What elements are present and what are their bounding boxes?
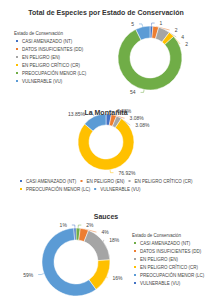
svg-text:13.85%: 13.85% <box>68 111 86 117</box>
svg-text:PREOCUPACIÓN MENOR (LC): PREOCUPACIÓN MENOR (LC) <box>140 272 205 278</box>
svg-text:Sauces: Sauces <box>94 213 119 220</box>
svg-text:2: 2 <box>175 27 178 33</box>
svg-text:DATOS INSUFICIENTES (DD): DATOS INSUFICIENTES (DD) <box>140 249 202 254</box>
svg-text:1: 1 <box>160 20 163 26</box>
svg-text:DATOS INSUFICIENTES (DD): DATOS INSUFICIENTES (DD) <box>22 47 84 52</box>
svg-text:EN PELIGRO CRÍTICO (CR): EN PELIGRO CRÍTICO (CR) <box>140 264 199 270</box>
svg-text:CASI AMENAZADO (NT): CASI AMENAZADO (NT) <box>22 39 73 44</box>
svg-text:4: 4 <box>181 34 184 40</box>
svg-text:Estado de Conservación: Estado de Conservación <box>14 31 64 36</box>
svg-text:Total de Especies por Estado d: Total de Especies por Estado de Conserva… <box>28 9 183 17</box>
svg-text:4%: 4% <box>101 229 109 235</box>
svg-text:2: 2 <box>185 41 188 47</box>
svg-text:VULNERABLE (VU): VULNERABLE (VU) <box>100 187 141 192</box>
svg-text:VULNERABLE (VU): VULNERABLE (VU) <box>140 281 181 286</box>
svg-text:5: 5 <box>131 21 134 27</box>
svg-text:59%: 59% <box>23 272 34 278</box>
svg-text:1%: 1% <box>60 222 68 228</box>
svg-text:PREOCUPACIÓN MENOR (LC): PREOCUPACIÓN MENOR (LC) <box>26 186 91 192</box>
svg-text:76.92%: 76.92% <box>118 170 136 176</box>
svg-text:Estado de Conservación: Estado de Conservación <box>132 233 182 238</box>
svg-text:EN PELIGRO (EN): EN PELIGRO (EN) <box>140 257 179 262</box>
svg-text:3.08%: 3.08% <box>135 122 150 128</box>
svg-text:EN PELIGRO (EN): EN PELIGRO (EN) <box>87 179 126 184</box>
svg-text:16%: 16% <box>112 275 123 281</box>
svg-text:CASI AMENAZADO (NT): CASI AMENAZADO (NT) <box>140 241 191 246</box>
svg-text:2%: 2% <box>86 222 94 228</box>
svg-text:EN PELIGRO (EN): EN PELIGRO (EN) <box>22 55 61 60</box>
svg-text:La Montañita: La Montañita <box>84 109 127 116</box>
svg-text:PREOCUPACIÓN MENOR (LC): PREOCUPACIÓN MENOR (LC) <box>22 70 87 76</box>
svg-text:18%: 18% <box>109 237 120 243</box>
svg-text:EN PELIGRO CRÍTICO (CR): EN PELIGRO CRÍTICO (CR) <box>22 62 81 68</box>
svg-text:EN PELIGRO CRÍTICO (CR): EN PELIGRO CRÍTICO (CR) <box>135 178 194 184</box>
svg-text:3.08%: 3.08% <box>130 115 145 121</box>
svg-text:VULNERABLE (VU): VULNERABLE (VU) <box>22 79 63 84</box>
svg-text:54: 54 <box>130 89 136 95</box>
svg-text:CASI AMENAZADO (NT): CASI AMENAZADO (NT) <box>26 179 77 184</box>
